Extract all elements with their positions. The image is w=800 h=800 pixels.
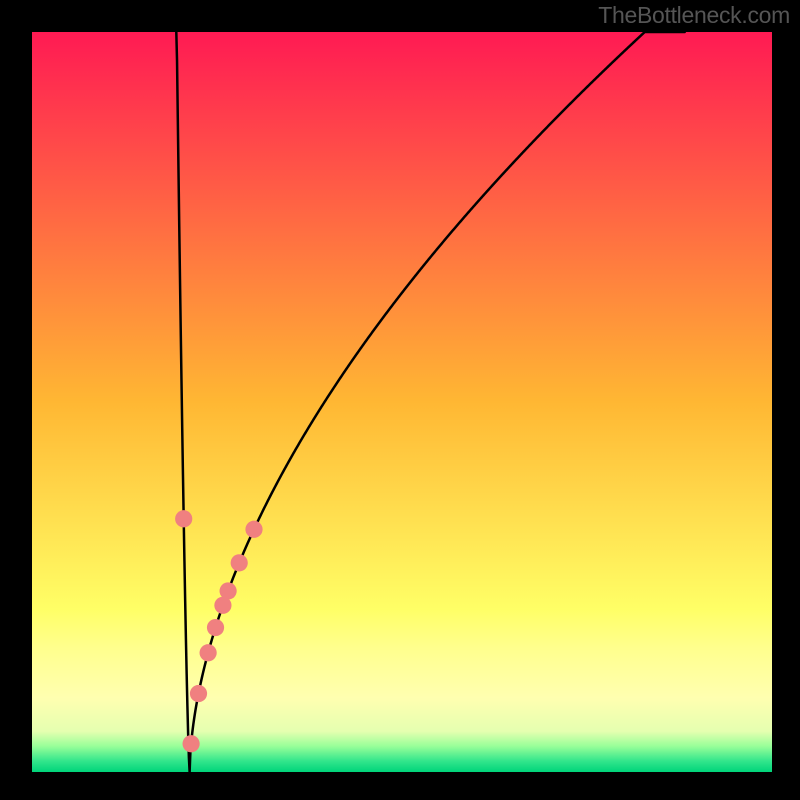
watermark-text: TheBottleneck.com — [598, 2, 790, 29]
bottleneck-chart — [32, 32, 772, 772]
